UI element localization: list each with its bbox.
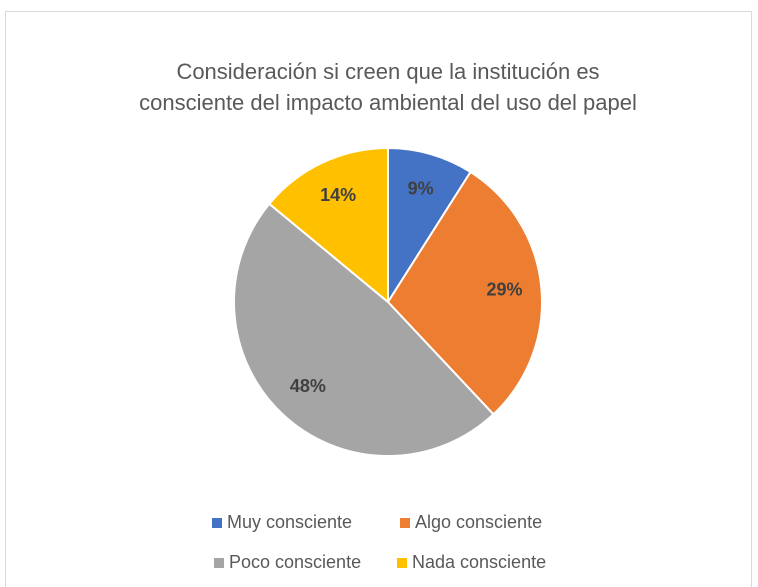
legend-swatch [214, 558, 224, 568]
legend-label: Muy consciente [227, 512, 352, 532]
pie-slice [267, 146, 389, 305]
legend-swatch [397, 558, 407, 568]
legend-label: Algo consciente [415, 512, 542, 532]
data-label: 29% [487, 280, 523, 300]
legend-label: Poco consciente [229, 552, 361, 572]
pie-slice [233, 202, 495, 457]
pie-slice [386, 170, 543, 416]
data-label: 14% [320, 185, 356, 205]
chart-title: Consideración si creen que la institució… [176, 59, 599, 84]
legend-swatch [400, 518, 410, 528]
legend-swatch [212, 518, 222, 528]
data-label: 9% [408, 178, 434, 198]
pie-slice [387, 146, 472, 306]
chart-title: consciente del impacto ambiental del uso… [139, 90, 637, 115]
legend-label: Nada consciente [412, 552, 546, 572]
data-label: 48% [290, 376, 326, 396]
